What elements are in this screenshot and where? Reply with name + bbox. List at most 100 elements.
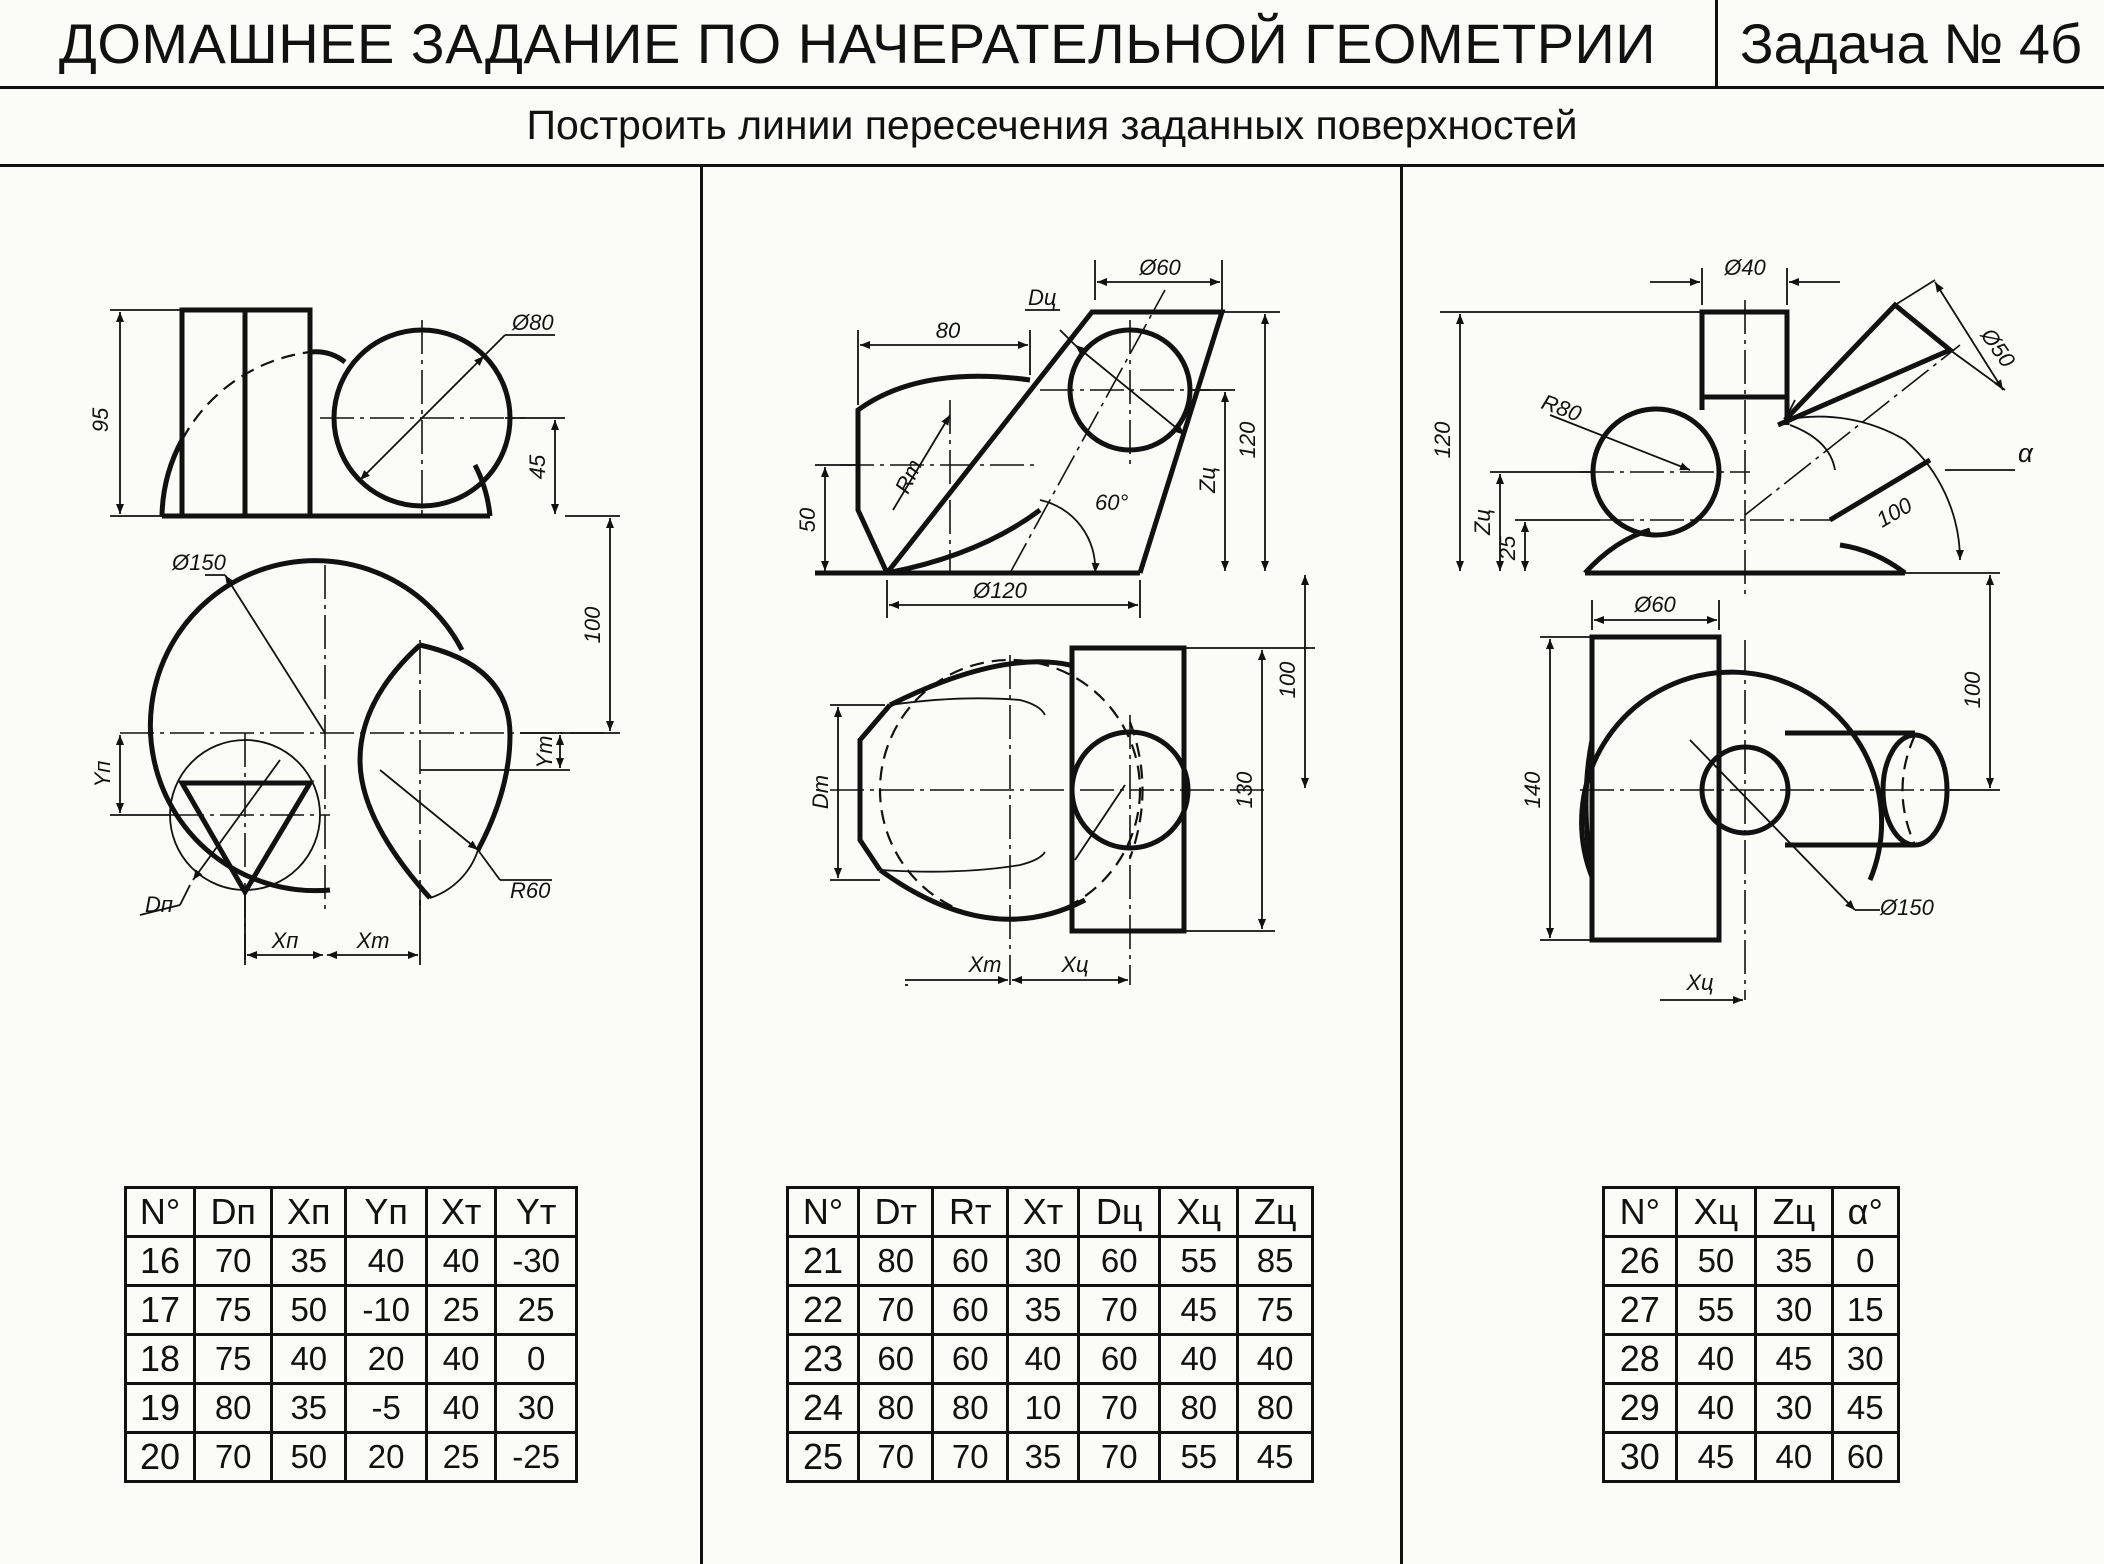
table-cell: 60 — [931, 1333, 1009, 1385]
column-divider-2 — [1400, 164, 1403, 1564]
table-cell: 80 — [857, 1235, 935, 1287]
table-cell: 40 — [425, 1235, 498, 1287]
front-view-2 — [815, 289, 1226, 576]
front-view-1 — [159, 307, 555, 520]
table-cell: 20 — [344, 1431, 429, 1483]
table-cell: 70 — [193, 1235, 274, 1287]
table-cell: 10 — [1005, 1382, 1081, 1434]
dim-25: 25 — [1495, 535, 1520, 561]
table-header-cell: Dп — [193, 1186, 274, 1238]
table-header-cell: Xц — [1674, 1186, 1758, 1238]
table-cell: 30 — [1005, 1235, 1081, 1287]
dim-45: 45 — [525, 454, 550, 479]
table-header-row: N° Xц Zц α° — [1602, 1186, 1901, 1238]
table-cell: 55 — [1158, 1431, 1240, 1483]
table-cell: 70 — [857, 1284, 935, 1336]
dim-phi150: Ø150 — [171, 550, 227, 575]
table-cell: 80 — [193, 1382, 274, 1434]
table-cell: 24 — [785, 1382, 861, 1434]
table-row: 29 40 30 45 — [1602, 1382, 1901, 1434]
table-cell: 80 — [931, 1382, 1009, 1434]
table-cell: 75 — [193, 1333, 274, 1385]
table-cell: 30 — [1754, 1382, 1834, 1434]
table-cell: 70 — [193, 1431, 274, 1483]
table-cell: -30 — [494, 1235, 578, 1287]
table-cell: -5 — [344, 1382, 429, 1434]
dim-zu-d2: Zц — [1195, 467, 1220, 494]
table-cell: 75 — [1236, 1284, 1314, 1336]
table-header-cell: Xт — [425, 1186, 498, 1238]
dim-xp: Xп — [271, 928, 299, 953]
table-cell: 60 — [1830, 1431, 1901, 1483]
table-row: 28 40 45 30 — [1602, 1333, 1901, 1385]
column-divider-1 — [700, 164, 703, 1564]
table-cell: 40 — [1674, 1382, 1758, 1434]
table-cell: 50 — [1674, 1235, 1758, 1287]
table-cell: 25 — [785, 1431, 861, 1483]
table-row: 21 80 60 30 60 55 85 — [785, 1235, 1314, 1287]
table-cell: -25 — [494, 1431, 578, 1483]
table-header-row: N° Dт Rт Xт Dц Xц Zц — [785, 1186, 1314, 1238]
table-row: 24 80 80 10 70 80 80 — [785, 1382, 1314, 1434]
table-cell: 35 — [270, 1235, 348, 1287]
table-cell: 26 — [1602, 1235, 1678, 1287]
drawing-2: Ø60 Dц 80 120 Zц Rт 50 60° Ø120 — [795, 255, 1315, 986]
table-cell: 40 — [270, 1333, 348, 1385]
table-header-cell: N° — [1602, 1186, 1678, 1238]
top-view-2 — [830, 645, 1270, 985]
table-cell: 25 — [494, 1284, 578, 1336]
table-header-cell: N° — [123, 1186, 197, 1238]
table-cell: 70 — [1077, 1382, 1162, 1434]
table-cell: 70 — [857, 1431, 935, 1483]
table-header-cell: Yп — [344, 1186, 429, 1238]
table-cell: 45 — [1830, 1382, 1901, 1434]
table-cell: 19 — [123, 1382, 197, 1434]
table-row: 22 70 60 35 70 45 75 — [785, 1284, 1314, 1336]
dim-yt-d1: Yт — [532, 736, 557, 769]
dim-80-d2: 80 — [936, 318, 961, 343]
dim-120-d3: 120 — [1430, 421, 1455, 458]
dim-dp: Dп — [145, 892, 173, 917]
table-cell: 50 — [270, 1284, 348, 1336]
table-cell: -10 — [344, 1284, 429, 1336]
variants-table-3: N° Xц Zц α° 26 50 35 0 27 55 30 15 28 40… — [1602, 1186, 1901, 1483]
table-cell: 60 — [931, 1284, 1009, 1336]
table-cell: 30 — [1830, 1333, 1901, 1385]
table-cell: 55 — [1158, 1235, 1240, 1287]
dim-120-d2: 120 — [1235, 421, 1260, 458]
table-cell: 55 — [1674, 1284, 1758, 1336]
dim-100-d1: 100 — [580, 606, 605, 643]
table-cell: 35 — [1005, 1431, 1081, 1483]
table-cell: 30 — [494, 1382, 578, 1434]
table-cell: 35 — [1754, 1235, 1834, 1287]
dim-xu-d2: Xц — [1060, 952, 1088, 977]
table-cell: 85 — [1236, 1235, 1314, 1287]
dim-100-leader: 100 — [1872, 492, 1917, 532]
dim-alpha: α — [2018, 438, 2034, 468]
table-cell: 80 — [857, 1382, 935, 1434]
table-cell: 30 — [1602, 1431, 1678, 1483]
table-header-cell: Zц — [1754, 1186, 1834, 1238]
table-header-cell: N° — [785, 1186, 861, 1238]
table-cell: 80 — [1158, 1382, 1240, 1434]
dim-phi120: Ø120 — [972, 578, 1028, 603]
table-row: 25 70 70 35 70 55 45 — [785, 1431, 1314, 1483]
table-cell: 15 — [1830, 1284, 1901, 1336]
dim-du: Dц — [1028, 285, 1056, 310]
table-cell: 40 — [1674, 1333, 1758, 1385]
table-cell: 16 — [123, 1235, 197, 1287]
table-cell: 60 — [1077, 1333, 1162, 1385]
dim-130: 130 — [1232, 771, 1257, 808]
table-header-cell: Xт — [1005, 1186, 1081, 1238]
table-cell: 75 — [193, 1284, 274, 1336]
table-header-cell: Yт — [494, 1186, 578, 1238]
table-cell: 80 — [1236, 1382, 1314, 1434]
table-cell: 18 — [123, 1333, 197, 1385]
table-cell: 22 — [785, 1284, 861, 1336]
drawing-1: 95 Ø80 45 Ø150 R60 Dп — [88, 307, 620, 965]
dim-phi80: Ø80 — [511, 310, 554, 335]
table-cell: 25 — [425, 1284, 498, 1336]
table-row: 18 75 40 20 40 0 — [123, 1333, 578, 1385]
variants-table-2: N° Dт Rт Xт Dц Xц Zц 21 80 60 30 60 55 8… — [785, 1186, 1314, 1483]
